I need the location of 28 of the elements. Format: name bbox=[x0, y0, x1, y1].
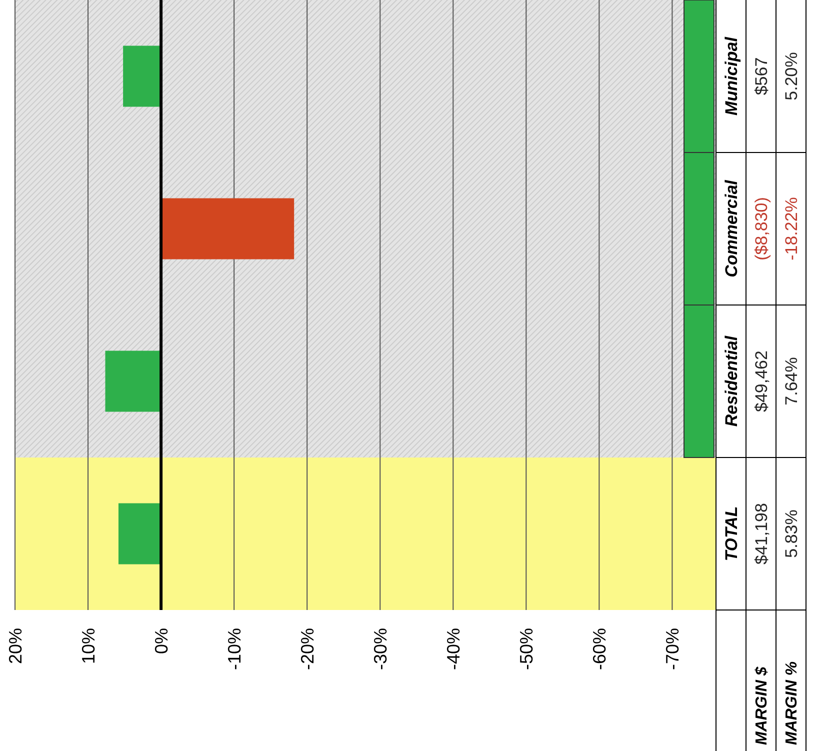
y-tick-label: Commercial bbox=[722, 178, 741, 278]
bar bbox=[118, 503, 162, 564]
x-tick-label: -30% bbox=[370, 628, 390, 670]
x-tick-label: 0% bbox=[151, 628, 172, 654]
bar bbox=[123, 46, 162, 107]
data-label: 5.83% bbox=[782, 510, 801, 558]
bar bbox=[105, 350, 162, 412]
data-label: -18.22% bbox=[782, 197, 801, 260]
x-tick-label: -40% bbox=[443, 628, 464, 670]
x-tick-label: -70% bbox=[662, 628, 682, 670]
text: ($8,830) bbox=[752, 197, 771, 260]
x-tick-label: -60% bbox=[589, 628, 610, 670]
text: MARGIN % bbox=[784, 661, 801, 745]
x-tick-label: -20% bbox=[297, 628, 318, 670]
text: $41,198 bbox=[752, 503, 771, 564]
text: $567 bbox=[752, 57, 771, 96]
y-tick-label: TOTAL bbox=[722, 506, 741, 562]
data-label: 5.20% bbox=[782, 52, 801, 100]
x-tick-label: -10% bbox=[224, 628, 244, 670]
text: $49,462 bbox=[752, 350, 771, 412]
x-tick-label: -50% bbox=[516, 628, 536, 670]
data-label: 7.64% bbox=[782, 357, 801, 406]
y-tick-label: Municipal bbox=[722, 36, 741, 116]
text: MARGIN $ bbox=[754, 666, 771, 745]
x-tick-label: 10% bbox=[78, 628, 98, 664]
y-tick-label: Residential bbox=[722, 334, 741, 427]
bar bbox=[161, 198, 294, 260]
x-tick-label: 20% bbox=[5, 628, 26, 664]
